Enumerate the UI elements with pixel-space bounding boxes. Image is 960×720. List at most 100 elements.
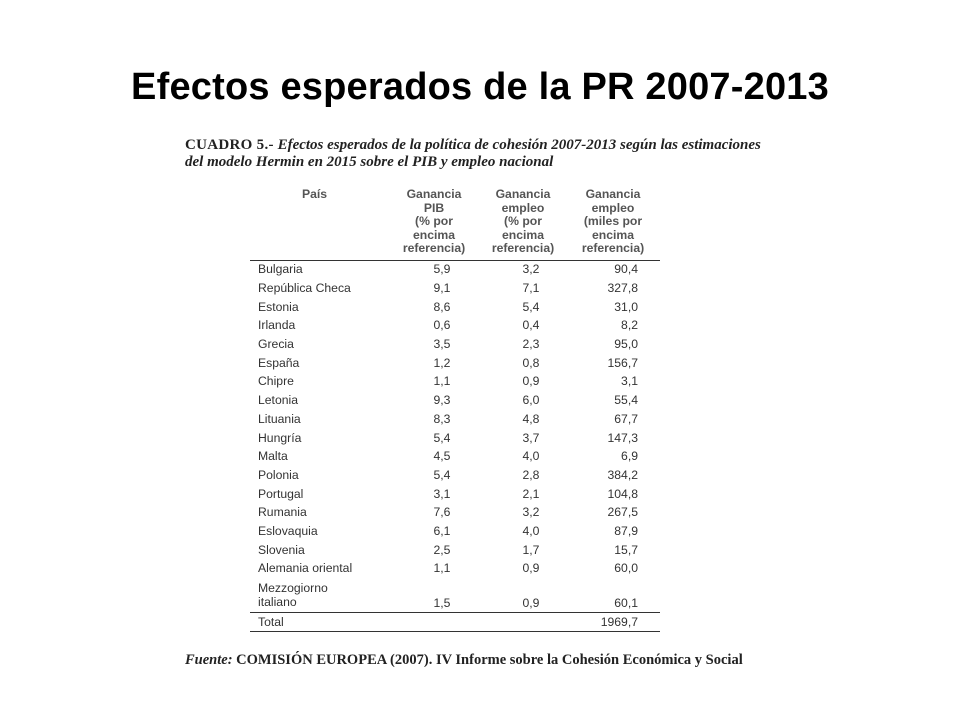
cell-emp-pct: 3,7 <box>522 430 540 445</box>
cell-gdp: 9,3 <box>433 393 451 408</box>
cell-emp-k: 95,0 <box>614 337 638 352</box>
cell-emp-k: 31,0 <box>614 299 638 314</box>
cell-gdp: 9,1 <box>433 281 451 296</box>
cell-emp-pct: 6,0 <box>522 393 540 408</box>
cell-emp-pct: 0,9 <box>522 374 540 389</box>
cell-emp-pct: 1,7 <box>522 542 540 557</box>
cell-emp-k: 104,8 <box>607 486 639 501</box>
caption-text: Efectos esperados de la política de cohe… <box>185 137 761 170</box>
cell-emp-pct: 0,8 <box>522 355 540 370</box>
cell-country: Lituania <box>258 411 301 426</box>
cell-emp-k: 60,0 <box>614 561 638 576</box>
cell-country: Polonia <box>258 467 299 482</box>
header-emp-pct-line: (% por <box>504 214 542 228</box>
table-row: Estonia 8,6 5,4 31,0 <box>250 298 660 317</box>
table-row: Eslovaquia 6,1 4,0 87,9 <box>250 522 660 541</box>
cell-gdp: 5,9 <box>433 262 451 277</box>
table-body: Bulgaria 5,9 3,2 90,4 República Checa 9,1 7,1 3… <box>250 260 660 633</box>
cell-emp-pct: 4,0 <box>522 523 540 538</box>
table-row: Bulgaria 5,9 3,2 90,4 <box>250 260 660 279</box>
cell-emp-pct: 0,4 <box>522 318 540 333</box>
table-row: Mezzogiorno italiano 1,5 0,9 60,1 <box>250 578 660 613</box>
cell-country: Letonia <box>258 393 298 408</box>
slide-title: Efectos esperados de la PR 2007-2013 <box>131 66 829 108</box>
cell-emp-k: 384,2 <box>607 467 639 482</box>
cell-country: Bulgaria <box>258 262 303 277</box>
header-emp-k-line: empleo <box>591 200 635 215</box>
header-emp-pct-line: referencia) <box>491 241 555 255</box>
cell-gdp: 5,4 <box>433 430 451 445</box>
cell-gdp: 1,2 <box>433 355 451 370</box>
cell-emp-k: 327,8 <box>607 281 639 296</box>
cell-gdp: 3,1 <box>433 486 451 501</box>
header-emp-pct: Ganancia empleo (% por encima referencia… <box>480 186 566 261</box>
header-gdp-line: encima <box>412 227 455 242</box>
table-row: Grecia 3,5 2,3 95,0 <box>250 335 660 354</box>
caption-lead: CUADRO 5.- <box>185 137 274 153</box>
header-emp-k-line: Ganancia <box>585 187 641 201</box>
header-country: País <box>250 186 388 261</box>
cell-country: Malta <box>258 449 288 464</box>
cell-gdp: 6,1 <box>433 523 451 538</box>
table-row: Lituania 8,3 4,8 67,7 <box>250 410 660 429</box>
cell-emp-pct: 2,3 <box>522 337 540 352</box>
cell-country: República Checa <box>258 281 351 296</box>
header-emp-pct-line: encima <box>501 227 544 242</box>
cell-emp-k: 15,7 <box>614 542 638 557</box>
table-row: Malta 4,5 4,0 6,9 <box>250 447 660 466</box>
cell-gdp: 3,5 <box>433 337 451 352</box>
cell-emp-k: 55,4 <box>614 393 638 408</box>
cell-emp-pct: 2,8 <box>522 467 540 482</box>
table-row: Portugal 3,1 2,1 104,8 <box>250 485 660 504</box>
cell-country: Grecia <box>258 337 294 352</box>
cell-country: Mezzogiorno italiano <box>258 581 328 610</box>
cell-emp-k: 147,3 <box>607 430 639 445</box>
cell-gdp: 1,1 <box>433 561 451 576</box>
header-emp-pct-line: Ganancia <box>495 187 551 201</box>
cell-country: Rumania <box>258 505 307 520</box>
table-row: Polonia 5,4 2,8 384,2 <box>250 466 660 485</box>
cell-emp-pct: 0,9 <box>522 561 540 576</box>
cell-total-emp-k: 1969,7 <box>566 612 660 633</box>
cell-emp-k: 90,4 <box>614 262 638 277</box>
cell-emp-pct: 7,1 <box>522 281 540 296</box>
cell-emp-pct: 3,2 <box>522 505 540 520</box>
cell-emp-pct: 2,1 <box>522 486 540 501</box>
header-emp-k: Ganancia empleo (miles por encima refere… <box>566 186 660 261</box>
cell-emp-k: 60,1 <box>614 596 638 611</box>
header-gdp-line: referencia) <box>402 241 466 255</box>
cell-country: España <box>258 355 300 370</box>
table-row: República Checa 9,1 7,1 327,8 <box>250 279 660 298</box>
header-gdp-line: (% por <box>415 214 453 228</box>
table-row: Rumania 7,6 3,2 267,5 <box>250 503 660 522</box>
cell-country: Hungría <box>258 430 302 445</box>
table-row: Letonia 9,3 6,0 55,4 <box>250 391 660 410</box>
source-text: COMISIÓN EUROPEA (2007). IV Informe sobr… <box>236 652 743 668</box>
cell-country: Eslovaquia <box>258 523 318 538</box>
table-total-row: Total 1969,7 <box>250 612 660 633</box>
header-emp-pct-line: empleo <box>501 200 545 215</box>
cell-emp-pct: 4,8 <box>522 411 540 426</box>
cell-gdp: 8,3 <box>433 411 451 426</box>
cell-gdp: 8,6 <box>433 299 451 314</box>
table-row: Chipre 1,1 0,9 3,1 <box>250 373 660 392</box>
cell-gdp: 1,1 <box>433 374 451 389</box>
cell-emp-k: 8,2 <box>621 318 638 333</box>
cell-country: Chipre <box>258 374 294 389</box>
header-gdp-line: Ganancia <box>406 187 462 201</box>
cell-emp-k: 6,9 <box>621 449 638 464</box>
cell-emp-pct: 0,9 <box>522 596 540 611</box>
header-emp-k-line: encima <box>591 227 634 242</box>
table-row: Slovenia 2,5 1,7 15,7 <box>250 541 660 560</box>
cell-country: Slovenia <box>258 542 305 557</box>
cohesion-effects-table: País Ganancia PIB (% por encima referenc… <box>250 186 660 633</box>
cell-emp-k: 67,7 <box>614 411 638 426</box>
cell-gdp: 1,5 <box>433 596 451 611</box>
cell-gdp: 7,6 <box>433 505 451 520</box>
header-gdp-line: PIB <box>423 200 445 215</box>
table-row: Irlanda 0,6 0,4 8,2 <box>250 317 660 336</box>
header-emp-k-line: referencia) <box>581 241 645 255</box>
cell-emp-k: 3,1 <box>621 374 638 389</box>
table-row: España 1,2 0,8 156,7 <box>250 354 660 373</box>
source-label: Fuente: <box>185 652 233 668</box>
